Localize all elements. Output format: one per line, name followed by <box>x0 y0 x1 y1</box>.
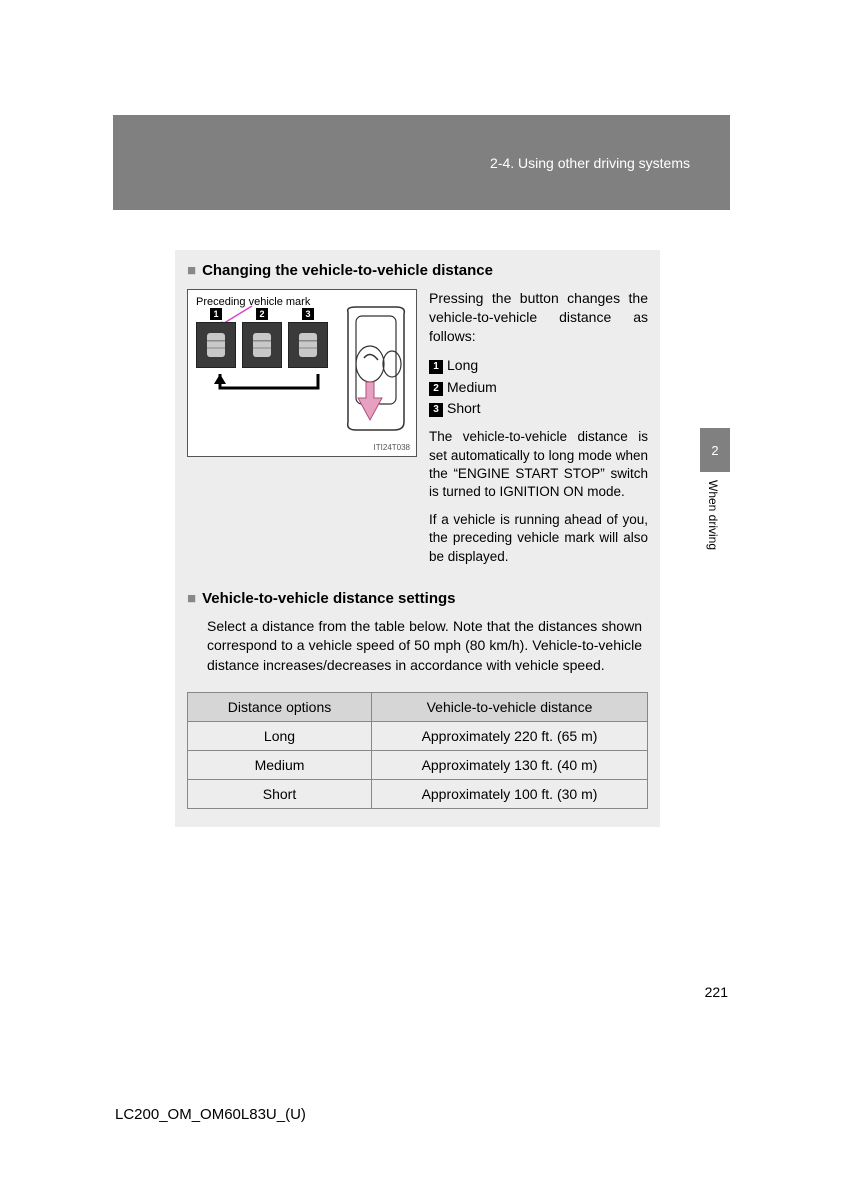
num-badge-1: 1 <box>429 360 443 374</box>
table-cell: Approximately 130 ft. (40 m) <box>372 750 648 779</box>
header-breadcrumb: 2-4. Using other driving systems <box>490 155 690 171</box>
num-badge-3: 3 <box>429 403 443 417</box>
table-row: Medium Approximately 130 ft. (40 m) <box>188 750 648 779</box>
section2-description: Select a distance from the table below. … <box>187 617 648 676</box>
header-band: 2-4. Using other driving systems <box>113 115 730 210</box>
thumb-row: 1 2 3 <box>196 322 328 368</box>
distance-options-list: 1 Long 2 Medium 3 Short <box>429 356 648 419</box>
section1-note2: If a vehicle is running ahead of you, th… <box>429 511 648 566</box>
table-cell: Long <box>188 721 372 750</box>
section1-right-text: Pressing the button changes the vehicle-… <box>429 289 648 576</box>
thumb-num-2: 2 <box>256 308 268 320</box>
distance-table: Distance options Vehicle-to-vehicle dist… <box>187 692 648 809</box>
list-item: 3 Short <box>429 399 648 418</box>
car-icon <box>299 333 317 357</box>
chapter-tab: 2 <box>700 428 730 472</box>
table-cell: Medium <box>188 750 372 779</box>
table-cell: Short <box>188 779 372 808</box>
section2-title: ■ Vehicle-to-vehicle distance settings <box>187 590 648 607</box>
thumb-num-3: 3 <box>302 308 314 320</box>
square-marker-icon: ■ <box>187 262 196 279</box>
content-box: ■ Changing the vehicle-to-vehicle distanc… <box>175 250 660 827</box>
table-cell: Approximately 100 ft. (30 m) <box>372 779 648 808</box>
table-row: Short Approximately 100 ft. (30 m) <box>188 779 648 808</box>
option-label-1: Long <box>447 357 478 373</box>
section1-body: Preceding vehicle mark 1 2 3 <box>187 289 648 576</box>
thumb-3: 3 <box>288 322 328 368</box>
chapter-tab-number: 2 <box>711 443 718 458</box>
section1-intro: Pressing the button changes the vehicle-… <box>429 289 648 346</box>
thumb-img-3 <box>288 322 328 368</box>
car-icon <box>253 333 271 357</box>
page-number: 221 <box>705 984 728 1000</box>
steering-control-illustration <box>338 302 410 432</box>
option-label-2: Medium <box>447 379 497 395</box>
thumb-num-1: 1 <box>210 308 222 320</box>
section1-title-text: Changing the vehicle-to-vehicle distance <box>202 262 493 279</box>
num-badge-2: 2 <box>429 382 443 396</box>
table-cell: Approximately 220 ft. (65 m) <box>372 721 648 750</box>
car-icon <box>207 333 225 357</box>
list-item: 1 Long <box>429 356 648 375</box>
distance-diagram: Preceding vehicle mark 1 2 3 <box>187 289 417 457</box>
chapter-tab-label: When driving <box>706 480 720 550</box>
thumb-2: 2 <box>242 322 282 368</box>
thumb-img-2 <box>242 322 282 368</box>
option-label-3: Short <box>447 400 480 416</box>
cycle-arrow-icon <box>206 374 326 400</box>
table-header-distance: Vehicle-to-vehicle distance <box>372 692 648 721</box>
diagram-code: ITI24T038 <box>374 443 410 452</box>
thumb-1: 1 <box>196 322 236 368</box>
thumb-img-1 <box>196 322 236 368</box>
section2-title-text: Vehicle-to-vehicle distance settings <box>202 590 455 607</box>
table-header-row: Distance options Vehicle-to-vehicle dist… <box>188 692 648 721</box>
table-header-options: Distance options <box>188 692 372 721</box>
list-item: 2 Medium <box>429 378 648 397</box>
section1-note1: The vehicle-to-vehicle distance is set a… <box>429 428 648 501</box>
section1-title: ■ Changing the vehicle-to-vehicle distanc… <box>187 262 648 279</box>
footer-doc-code: LC200_OM_OM60L83U_(U) <box>115 1106 306 1123</box>
table-row: Long Approximately 220 ft. (65 m) <box>188 721 648 750</box>
square-marker-icon: ■ <box>187 590 196 607</box>
